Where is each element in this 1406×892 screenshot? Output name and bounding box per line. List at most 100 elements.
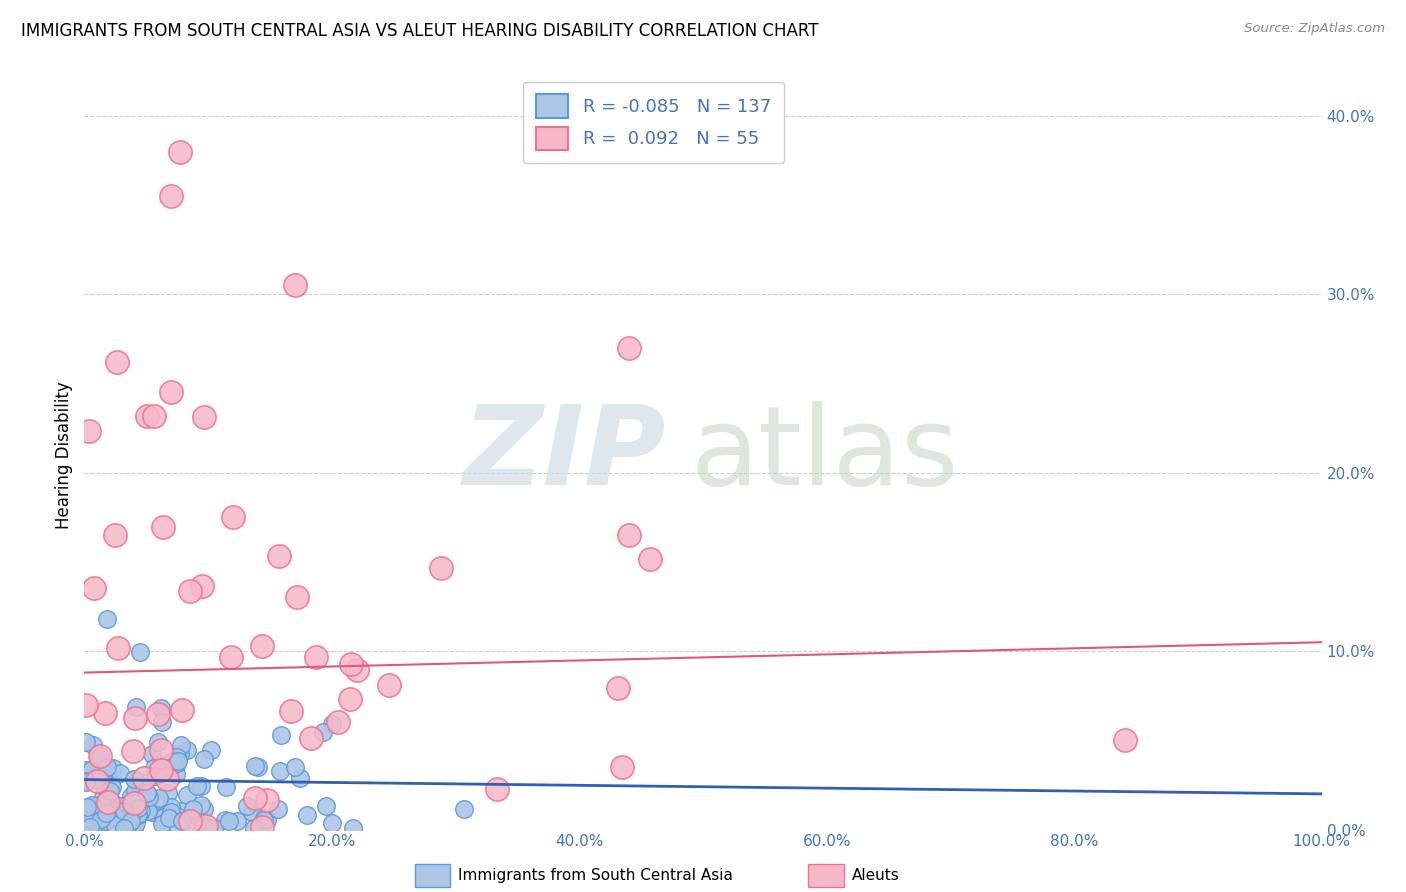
Point [112,821,135,835]
Point [135,785,157,799]
Point [86,774,108,789]
Point [159,811,181,825]
Point [193,752,215,766]
Point [193,410,215,425]
Point [100,776,122,790]
Point [339,692,361,706]
Point [87,751,110,765]
Point [107,641,129,656]
Point [107,811,129,825]
Point [170,804,193,818]
Point [80,821,103,835]
Point [377,678,399,692]
Point [342,821,364,835]
Point [75,763,97,777]
Point [112,804,135,818]
Point [181,821,204,835]
Point [638,552,661,566]
Point [125,797,148,812]
Point [152,814,174,829]
Point [219,650,242,665]
Point [96,612,118,626]
Point [1114,733,1136,747]
Point [152,809,174,823]
Point [181,802,204,816]
Point [79,425,101,439]
Point [170,738,193,752]
Point [197,821,219,835]
Point [167,821,190,835]
Y-axis label: Hearing Disability: Hearing Disability [55,381,73,529]
Point [339,657,361,672]
Point [150,764,173,778]
Point [485,782,508,797]
Point [176,788,198,802]
Point [617,341,640,355]
Point [222,510,245,524]
Point [160,385,183,400]
Point [305,649,328,664]
Point [134,771,156,785]
Point [127,807,149,822]
Point [146,735,169,749]
Point [87,820,110,834]
Point [152,817,174,831]
Point [94,814,117,828]
Point [179,584,201,599]
Point [89,815,111,830]
Point [104,817,127,831]
Point [75,735,97,749]
Point [87,797,110,812]
Point [124,796,146,810]
Text: Source: ZipAtlas.com: Source: ZipAtlas.com [1244,22,1385,36]
Point [186,780,208,794]
Point [82,814,104,828]
Point [127,801,149,815]
Point [79,820,101,834]
Point [453,801,475,815]
Point [159,800,181,814]
Point [150,743,173,757]
Point [124,811,146,825]
Text: Aleuts: Aleuts [852,869,900,883]
Point [124,796,146,810]
Text: atlas: atlas [690,401,959,508]
Point [284,278,307,293]
Point [110,798,132,813]
Point [169,145,191,159]
Point [170,814,193,829]
Point [165,766,187,780]
Point [80,797,103,812]
Point [120,789,142,803]
Point [141,747,163,762]
Point [200,743,222,757]
Point [160,805,183,819]
Point [105,811,128,825]
Point [162,755,184,769]
Point [75,773,97,788]
Point [89,748,111,763]
Point [167,754,190,768]
Text: ZIP: ZIP [463,401,666,508]
Point [247,760,270,774]
Point [118,815,141,830]
Point [214,813,236,827]
Point [315,798,337,813]
Point [125,700,148,714]
Point [280,704,302,718]
Point [75,802,97,816]
Point [321,717,343,731]
Point [120,816,142,830]
Point [138,790,160,805]
Point [243,821,266,835]
Point [236,799,259,814]
Point [157,786,180,800]
Point [253,813,276,827]
Point [202,821,225,835]
Point [124,784,146,798]
Point [86,816,108,830]
Point [129,804,152,818]
Point [101,780,124,794]
Point [90,813,112,827]
Point [156,772,179,787]
